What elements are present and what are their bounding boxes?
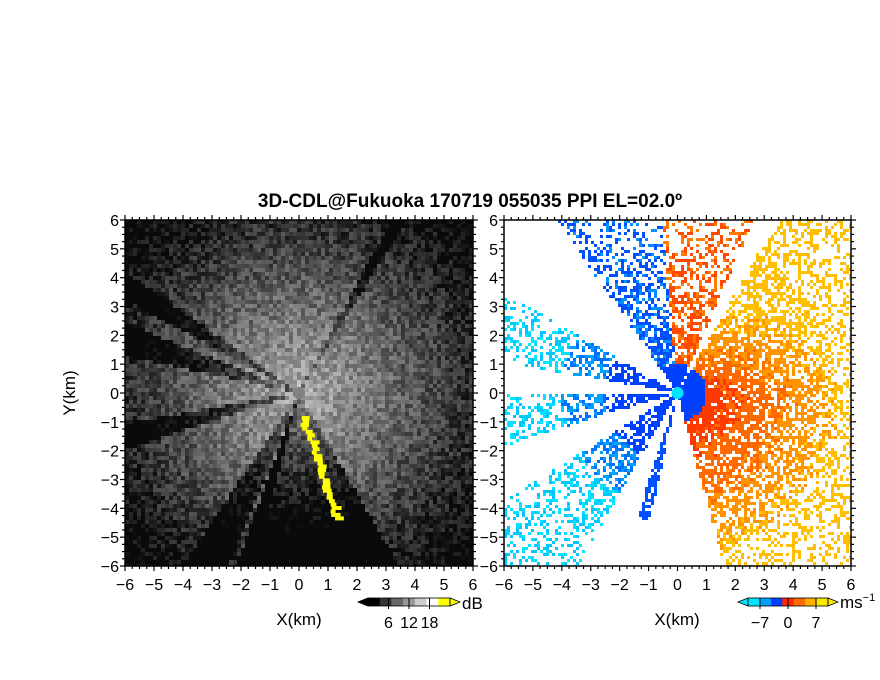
y-tick-label: −4 [101,501,119,518]
radar-site-marker-velocity [671,387,684,399]
x-tick-label: −5 [145,577,163,594]
y-tick-label: 0 [110,386,119,403]
x-tick-label: −4 [553,577,571,594]
velocity-colorbar: −7 0 7 [736,597,840,632]
colorbar-swatch [748,598,760,606]
colorbar-swatch [391,598,404,606]
velocity-colorbar-tick-label: 0 [784,615,793,632]
x-tick-label: 5 [440,577,449,594]
colorbar-swatch [426,598,439,606]
x-tick-label: 5 [818,577,827,594]
colorbar-low-arrow [736,597,749,607]
y-tick-label: 5 [489,242,498,259]
y-tick-label: 6 [489,213,498,230]
x-tick-label: 6 [847,577,856,594]
x-tick-label: −1 [639,577,657,594]
velocity-panel: −6−6 −5 −5 −4 −4 −3 −3 −2 −2 −1 −1 0 0 1 1 2 2 3 3 4 4 5 5 6 6 X… [480,213,856,629]
y-tick-label: 2 [489,328,498,345]
intensity-y-axis-label: Y(km) [60,370,79,415]
colorbar-swatch [793,598,806,606]
y-tick-label: 6 [110,213,119,230]
y-tick-label: 4 [110,271,119,288]
y-tick-label: −4 [480,501,498,518]
y-tick-label: −6 [101,559,119,576]
y-tick-label: 2 [110,328,119,345]
y-tick-label: 3 [489,300,498,317]
x-tick-label: 2 [353,577,362,594]
colorbar-swatch [438,598,451,606]
intensity-x-axis-label: X(km) [276,610,321,629]
y-tick-label: 1 [489,357,498,374]
colorbar-high-arrow [827,597,840,607]
velocity-colorbar-tick-label: −7 [751,615,769,632]
intensity-colorbar-tick-label: 12 [400,615,418,632]
y-tick-label: 0 [489,386,498,403]
intensity-image [125,220,473,566]
y-tick-label: −1 [101,415,119,432]
x-tick-label: 1 [324,577,333,594]
colorbar-swatch [770,598,783,606]
colorbar-swatch [816,598,829,606]
velocity-image [504,220,851,566]
x-tick-label: 0 [295,577,304,594]
x-tick-label: −5 [524,577,542,594]
x-tick-label: −3 [203,577,221,594]
x-tick-label: 3 [382,577,391,594]
x-tick-label: 3 [760,577,769,594]
y-tick-label: −5 [101,530,119,547]
x-tick-label: −3 [582,577,600,594]
y-tick-label: 3 [110,300,119,317]
intensity-colorbar-tick-label: 18 [421,615,439,632]
y-tick-label: 4 [489,271,498,288]
colorbar-swatch [368,598,381,606]
colorbar-swatch [414,598,428,606]
intensity-colorbar: 6 12 18 [356,597,462,632]
colorbar-swatch [759,598,772,606]
velocity-colorbar-tick-label: 7 [812,615,821,632]
intensity-colorbar-tick-label: 6 [384,615,393,632]
x-tick-label: −4 [174,577,192,594]
y-tick-label: −1 [480,415,498,432]
x-tick-label: −6 [116,577,134,594]
colorbar-swatch [379,598,392,606]
x-tick-label: 4 [411,577,420,594]
velocity-colorbar-unit-exponent: −1 [863,592,876,604]
y-tick-label: −6 [480,559,498,576]
velocity-axes: −6−6 −5 −5 −4 −4 −3 −3 −2 −2 −1 −1 0 0 1 1 2 2 3 3 4 4 5 5 6 6 [480,213,856,594]
colorbar-swatch [805,598,818,606]
x-tick-label: 1 [702,577,711,594]
x-tick-label: −1 [261,577,279,594]
y-tick-label: 1 [110,357,119,374]
y-tick-label: −2 [480,444,498,461]
velocity-colorbar-unit-base: ms [840,593,863,612]
x-tick-label: −2 [232,577,250,594]
y-tick-label: −2 [101,444,119,461]
x-tick-label: 6 [469,577,478,594]
intensity-axes: −6−6 −5 −5 −4 −4 −3 −3 −2 −2 −1 −1 0 0 1 1 2 2 3 3 4 4 5 5 6 6 [101,213,478,594]
chart-title: 3D-CDL@Fukuoka 170719 055035 PPI EL=02.0… [258,191,682,212]
x-tick-label: −6 [495,577,513,594]
velocity-x-axis-label: X(km) [654,610,699,629]
velocity-colorbar-unit: ms−1 [840,592,875,612]
intensity-colorbar-unit: dB [462,594,483,613]
x-tick-label: 2 [731,577,740,594]
x-tick-label: 4 [789,577,798,594]
y-tick-label: −5 [480,530,498,547]
y-tick-label: −3 [101,473,119,490]
x-tick-label: −2 [611,577,629,594]
colorbar-low-arrow [356,597,369,607]
y-tick-label: 5 [110,242,119,259]
y-tick-label: −3 [480,473,498,490]
x-tick-label: 0 [673,577,682,594]
colorbar-high-arrow [449,597,462,607]
radar-site-marker [293,387,305,399]
